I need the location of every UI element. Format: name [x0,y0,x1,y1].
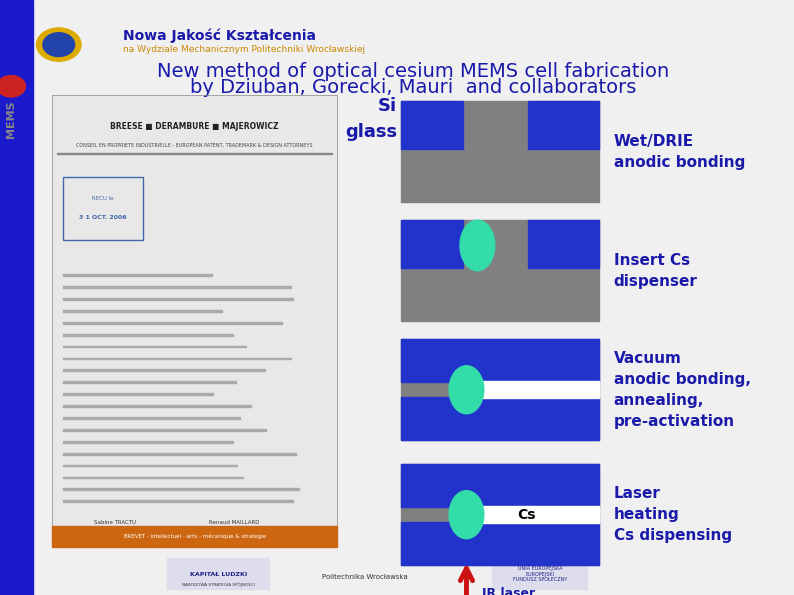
Bar [167,558,270,590]
Text: na Wydziale Mechanicznym Politechniki Wrocławskiej: na Wydziale Mechanicznym Politechniki Wr… [123,45,365,55]
Bar [63,177,143,240]
Text: by Dziuban, Gorecki, Mauri  and collaborators: by Dziuban, Gorecki, Mauri and collabora… [190,78,636,97]
Circle shape [0,76,25,97]
Bar [63,465,268,466]
Bar [52,95,337,547]
Text: CONSEIL EN PROPRIETE INDUSTRIELLE - EUROPEAN PATENT, TRADEMARK & DESIGN ATTORNEY: CONSEIL EN PROPRIETE INDUSTRIELLE - EURO… [76,142,313,148]
Bar [401,522,599,565]
Text: glass: glass [345,123,398,141]
Bar [63,310,272,312]
Text: RECU le: RECU le [92,196,114,201]
Bar [63,322,269,324]
Bar [63,381,210,383]
Bar [401,464,599,565]
Bar [63,298,252,300]
Bar [63,417,237,419]
Bar [401,339,599,382]
Bar [401,339,599,440]
Text: Vacuum
anodic bonding,
annealing,
pre-activation: Vacuum anodic bonding, annealing, pre-ac… [614,350,751,429]
Bar [63,453,223,455]
Text: Insert Cs
dispenser: Insert Cs dispenser [614,253,698,289]
Bar [401,397,599,440]
Bar [492,558,588,590]
Text: Si: Si [378,97,397,115]
Bar [63,286,247,288]
Ellipse shape [449,366,484,414]
Bar [63,405,237,407]
Bar [63,334,258,336]
Bar [63,274,214,276]
Bar [401,464,599,507]
Text: Sabine TRACTU: Sabine TRACTU [94,520,137,525]
Bar [63,488,239,490]
Text: Renaud MAILLARD: Renaud MAILLARD [209,520,260,525]
Bar [461,381,599,398]
Circle shape [37,28,81,61]
Text: MEMS: MEMS [6,100,16,138]
Bar [57,153,332,154]
Text: KAPITAŁ LUDZKI: KAPITAŁ LUDZKI [190,572,247,577]
Text: Nowa Jakość Kształcenia: Nowa Jakość Kształcenia [123,29,316,43]
Bar [0,0,33,595]
Text: BREESE ■ DERAMBURE ■ MAJEROWICZ: BREESE ■ DERAMBURE ■ MAJEROWICZ [110,123,279,131]
Ellipse shape [460,220,495,271]
Bar [63,441,284,443]
Bar [52,526,337,547]
Text: NARODOWA STRATEGIA SPÓJNOŚCI: NARODOWA STRATEGIA SPÓJNOŚCI [182,582,255,587]
Ellipse shape [449,491,484,538]
Text: New method of optical cesium MEMS cell fabrication: New method of optical cesium MEMS cell f… [156,62,669,81]
Bar [63,477,277,478]
Text: IR laser: IR laser [483,587,535,595]
Bar [63,369,217,371]
Bar [401,101,599,202]
Bar [528,101,599,149]
Text: 3 1 OCT. 2006: 3 1 OCT. 2006 [79,215,127,220]
Bar [63,393,252,395]
Text: BREVET - intellectuel - arts - mécanique & strategie: BREVET - intellectuel - arts - mécanique… [124,534,265,539]
Text: Politechnika Wrocławska: Politechnika Wrocławska [322,574,408,580]
Text: Cs: Cs [517,508,535,522]
Text: UNIA EUROPEJSKA
EUROPEJSKI
FUNDUSZ SPOŁECZNY: UNIA EUROPEJSKA EUROPEJSKI FUNDUSZ SPOŁE… [513,566,567,583]
Bar [401,220,599,321]
Bar [63,429,284,431]
Bar [63,346,241,347]
Bar [401,220,462,268]
Bar [52,95,337,547]
Text: Wet/DRIE
anodic bonding: Wet/DRIE anodic bonding [614,134,745,170]
Circle shape [43,33,75,57]
Bar [63,500,252,502]
Bar [461,506,599,523]
Bar [401,101,462,149]
Text: Laser
heating
Cs dispensing: Laser heating Cs dispensing [614,486,732,543]
Bar [528,220,599,268]
Bar [63,358,287,359]
